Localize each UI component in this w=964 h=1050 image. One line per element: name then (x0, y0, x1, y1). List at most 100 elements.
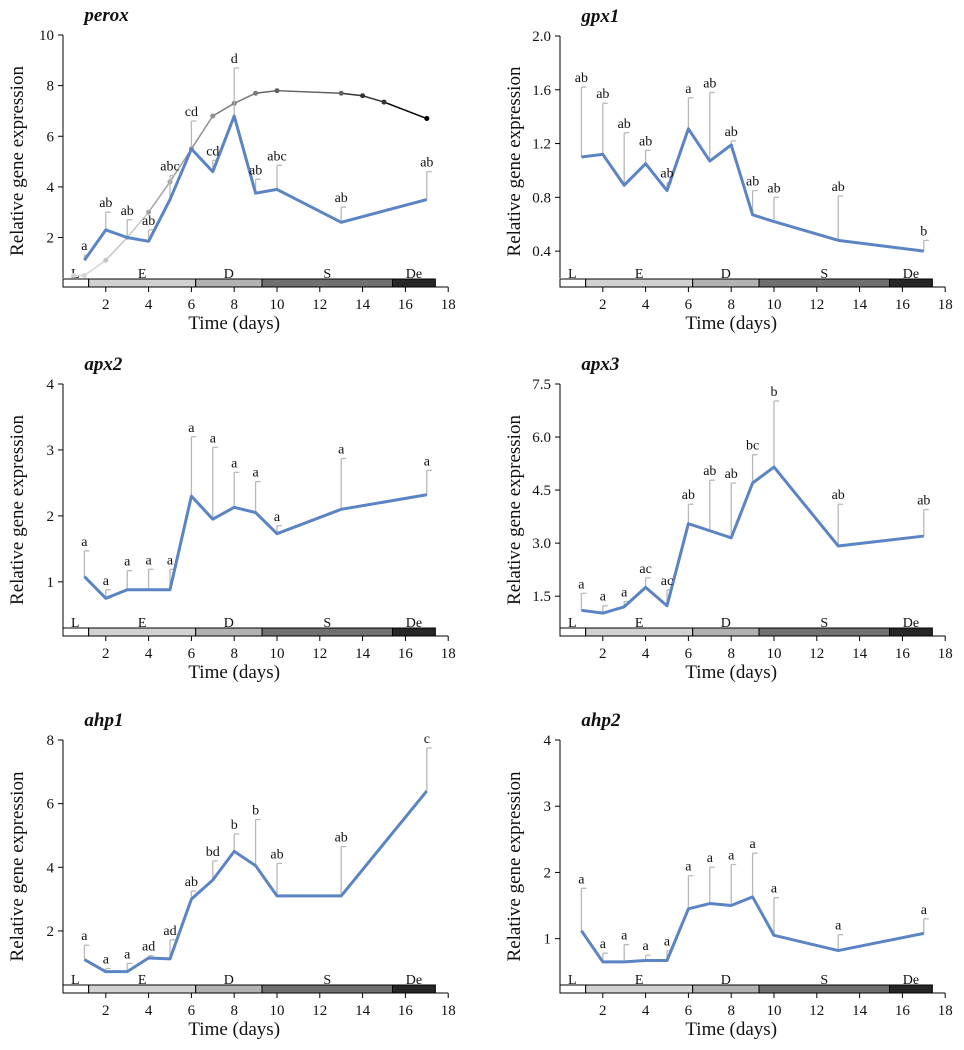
y-axis-title: Relative gene expression (504, 771, 525, 961)
stage-bar: L E D S De (559, 973, 933, 994)
stage-label: S (323, 973, 331, 988)
significance-label: b (771, 385, 778, 400)
significance-label: c (424, 732, 430, 747)
x-tick-label: 12 (809, 297, 824, 313)
significance-label: a (664, 935, 671, 950)
growth-curve-point (381, 99, 387, 105)
series-line (83, 114, 428, 262)
x-tick-label: 8 (230, 646, 238, 662)
significance-label: ab (832, 180, 845, 195)
growth-curve-segment (276, 89, 342, 94)
y-axis-title: Relative gene expression (504, 66, 525, 256)
significance-label: ab (99, 196, 112, 211)
y-tick-label: 4 (47, 860, 55, 876)
x-tick-label: 18 (441, 646, 456, 662)
panel-apx3: apx3 1.5 3.0 4.5 6.0 7.5 Relative gene express… (504, 354, 953, 683)
x-tick-label: 8 (727, 297, 735, 313)
stage-label: De (406, 973, 422, 988)
significance-label: a (188, 421, 195, 436)
stage-label: E (138, 973, 147, 988)
error-bars (580, 86, 929, 252)
panel-title: ahp2 (581, 710, 621, 731)
stage-label: D (721, 973, 731, 988)
y-tick-label: 0.4 (532, 244, 551, 260)
x-tick-label: 10 (767, 646, 782, 662)
x-axis-title: Time (days) (188, 1019, 280, 1040)
significance-label: d (231, 52, 238, 67)
x-tick-label: 12 (312, 297, 327, 313)
significance-label: abc (160, 159, 179, 174)
significance-label: a (81, 239, 88, 254)
growth-curve-segment (362, 95, 385, 103)
significance-label: a (231, 456, 238, 471)
error-bars (83, 436, 432, 599)
x-tick-label: 18 (938, 297, 953, 313)
x-tick-label: 10 (270, 297, 285, 313)
x-tick-label: 2 (599, 297, 607, 313)
significance-label: a (771, 882, 778, 897)
x-tick-label: 4 (642, 297, 650, 313)
growth-curve-segment (233, 92, 256, 105)
stage-label: S (323, 267, 331, 282)
significance-label: a (252, 466, 259, 481)
significance-label: a (274, 510, 281, 525)
y-tick-label: 1 (544, 932, 552, 948)
x-tick-label: 14 (355, 646, 371, 662)
stage-label: D (721, 267, 731, 282)
significance-label: a (921, 903, 928, 918)
significance-label: a (338, 443, 345, 458)
x-tick-label: 8 (727, 646, 735, 662)
significance-label: a (600, 590, 607, 605)
significance-label: a (749, 837, 756, 852)
x-tick-label: 18 (441, 1003, 456, 1019)
significance-label: ab (249, 163, 262, 178)
significance-label: a (81, 535, 88, 550)
stage-label: E (635, 973, 644, 988)
significance-label: ab (185, 875, 198, 890)
x-tick-label: 2 (102, 297, 110, 313)
y-tick-label: 2 (544, 865, 552, 881)
significance-label: ab (725, 467, 738, 482)
stage-label: E (138, 267, 147, 282)
y-tick-label: 3.0 (532, 536, 551, 552)
significance-label: a (578, 872, 585, 887)
y-tick-label: 4 (47, 377, 55, 393)
stage-label: De (903, 616, 919, 631)
x-tick-label: 16 (398, 1003, 414, 1019)
growth-curve-segment (383, 101, 428, 120)
y-tick-label: 0.8 (532, 190, 551, 206)
series-line (581, 127, 924, 253)
x-tick-label: 4 (145, 1003, 153, 1019)
y-tick-label: 6 (47, 797, 55, 813)
growth-curve-point (424, 116, 430, 122)
x-tick-label: 2 (599, 646, 607, 662)
y-tick-label: 8 (47, 733, 55, 749)
significance-label: a (685, 860, 692, 875)
y-tick-label: 2.0 (532, 29, 551, 45)
growth-curve-point (338, 90, 344, 96)
y-tick-label: 6 (47, 129, 55, 145)
x-tick-label: 10 (767, 297, 782, 313)
stage-bar: L E D S De (559, 267, 933, 288)
stage-label: De (406, 616, 422, 631)
y-tick-label: 6.0 (532, 430, 551, 446)
x-tick-label: 6 (188, 1003, 196, 1019)
x-tick-label: 4 (145, 297, 153, 313)
y-tick-label: 3 (544, 799, 552, 815)
y-tick-label: 1.6 (532, 83, 551, 99)
x-axis-title: Time (days) (685, 1019, 777, 1040)
x-tick-label: 16 (895, 646, 911, 662)
y-tick-label: 2 (47, 924, 55, 940)
y-tick-label: 8 (47, 79, 55, 95)
panel-title: apx2 (84, 354, 123, 375)
significance-label: abc (267, 149, 286, 164)
y-tick-label: 1.5 (532, 589, 551, 605)
significance-label: a (103, 952, 110, 967)
significance-label: ab (335, 831, 348, 846)
growth-curve-point (274, 88, 280, 94)
growth-curve-segment (190, 115, 214, 150)
growth-curve-point (253, 90, 259, 96)
x-tick-label: 12 (312, 1003, 327, 1019)
error-bars (83, 67, 432, 261)
